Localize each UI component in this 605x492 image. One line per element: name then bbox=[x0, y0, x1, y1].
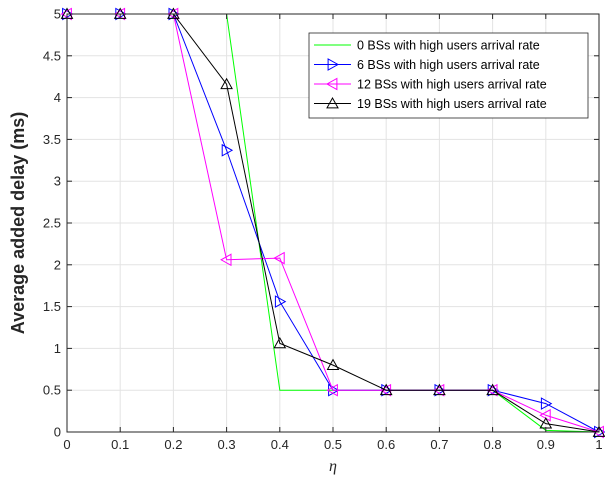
legend-label: 6 BSs with high users arrival rate bbox=[357, 58, 540, 72]
legend-entries: 0 BSs with high users arrival rate 6 BSs … bbox=[314, 39, 547, 111]
y-tick-label: 4 bbox=[54, 90, 61, 105]
legend-label: 0 BSs with high users arrival rate bbox=[357, 39, 540, 53]
y-tick-label: 3 bbox=[54, 174, 61, 189]
data-point bbox=[379, 383, 393, 396]
data-point bbox=[274, 295, 287, 308]
data-point bbox=[539, 408, 551, 422]
y-tick-label: 1 bbox=[54, 341, 61, 356]
x-tick-label: 0.2 bbox=[164, 437, 182, 452]
data-point bbox=[220, 253, 232, 267]
y-tick-label: 1.5 bbox=[43, 299, 61, 314]
data-point bbox=[221, 143, 234, 157]
x-tick-label: 0.8 bbox=[484, 437, 502, 452]
data-point bbox=[433, 383, 446, 396]
data-point bbox=[326, 358, 340, 371]
x-tick-label: 0.3 bbox=[218, 437, 236, 452]
y-tick-label: 2 bbox=[54, 257, 61, 272]
data-point bbox=[220, 77, 233, 90]
axis-ticks: 0 0.1 0.2 0.3 0.4 0.5 0.6 0.7 0.8 0.9 1 0 0.5 1 1.5 2 2.… bbox=[43, 7, 603, 453]
legend-item: 19 BSs with high users arrival rate bbox=[314, 96, 547, 111]
data-point bbox=[486, 383, 499, 396]
legend-item: 0 BSs with high users arrival rate bbox=[314, 39, 540, 53]
x-tick-label: 0.7 bbox=[430, 437, 448, 452]
legend-marker bbox=[327, 58, 340, 71]
data-point bbox=[486, 383, 498, 397]
data-point bbox=[592, 425, 605, 437]
legend-label: 12 BSs with high users arrival rate bbox=[357, 78, 547, 92]
x-tick-label: 0.1 bbox=[111, 437, 129, 452]
legend-marker bbox=[326, 96, 339, 109]
x-axis-title: η bbox=[329, 458, 337, 475]
x-tick-label: 0.5 bbox=[324, 437, 342, 452]
data-point bbox=[273, 251, 285, 265]
legend-marker bbox=[325, 77, 338, 91]
data-point bbox=[62, 7, 74, 21]
y-tick-label: 2.5 bbox=[43, 216, 61, 231]
y-tick-label: 3.5 bbox=[43, 132, 61, 147]
legend-label: 19 BSs with high users arrival rate bbox=[357, 97, 547, 111]
x-tick-label: 1 bbox=[595, 437, 602, 452]
data-point bbox=[328, 383, 340, 397]
x-tick-label: 0.4 bbox=[271, 437, 289, 452]
y-tick-label: 0.5 bbox=[43, 383, 61, 398]
x-tick-label: 0.6 bbox=[377, 437, 395, 452]
data-point bbox=[592, 425, 604, 439]
data-point bbox=[326, 383, 338, 397]
legend-item: 12 BSs with high users arrival rate bbox=[314, 78, 547, 92]
y-tick-label: 0 bbox=[54, 425, 61, 440]
y-axis-title: Average added delay (ms) bbox=[8, 112, 28, 334]
legend: 0 BSs with high users arrival rate 6 BSs … bbox=[308, 32, 589, 119]
data-point bbox=[540, 397, 553, 410]
y-tick-label: 5 bbox=[54, 7, 61, 22]
x-tick-label: 0.9 bbox=[537, 437, 555, 452]
legend-box bbox=[308, 32, 589, 119]
legend-item: 6 BSs with high users arrival rate bbox=[314, 58, 540, 72]
x-tick-label: 0 bbox=[63, 437, 70, 452]
y-tick-label: 4.5 bbox=[43, 48, 61, 63]
data-point bbox=[273, 336, 287, 349]
